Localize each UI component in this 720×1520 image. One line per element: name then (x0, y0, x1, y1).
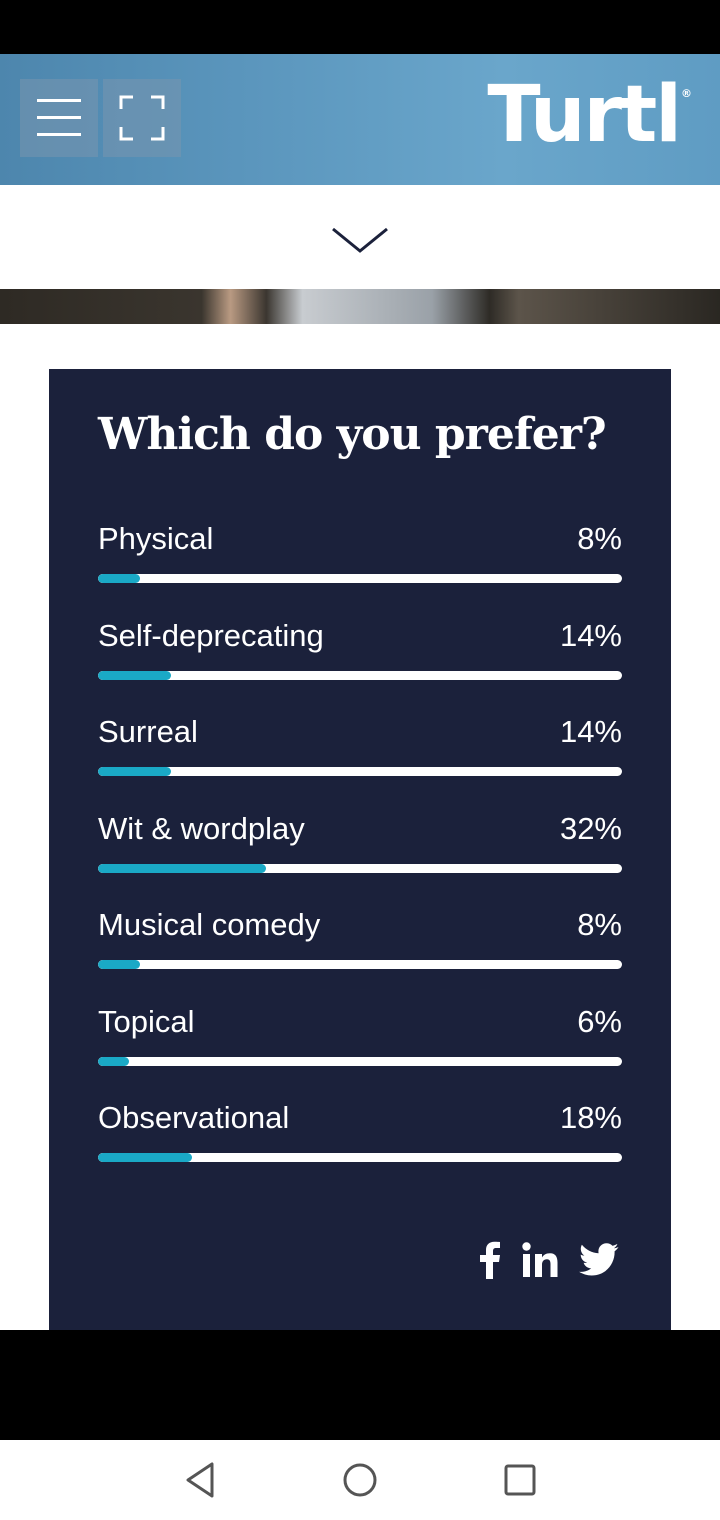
poll-option-bar-fill (98, 1153, 193, 1162)
recents-square-icon[interactable] (500, 1460, 540, 1500)
fullscreen-button[interactable] (103, 79, 181, 157)
poll-title: Which do you prefer? (98, 409, 607, 460)
poll-option[interactable]: Wit & wordplay 32% (98, 811, 622, 881)
poll-option-label: Topical (98, 1003, 195, 1039)
home-circle-icon[interactable] (340, 1460, 380, 1500)
hero-image (0, 289, 720, 324)
poll-option-bar (98, 574, 622, 583)
poll-option-label: Self-deprecating (98, 617, 324, 653)
poll-option-percent: 14% (559, 617, 622, 653)
turtl-logo[interactable]: Turtl ® (487, 76, 692, 154)
hamburger-menu-icon-line (37, 133, 81, 136)
poll-card: Which do you prefer? Physical 8% Self-depr… (49, 369, 671, 1330)
poll-option-label: Physical (98, 521, 214, 556)
back-triangle-icon[interactable] (180, 1460, 220, 1500)
logo-text: Turtl (487, 70, 682, 160)
poll-option-label: Surreal (98, 714, 198, 749)
system-spacer (0, 1330, 720, 1440)
android-nav-bar (0, 1440, 720, 1520)
chevron-down-icon[interactable] (330, 225, 390, 255)
poll-option[interactable]: Observational 18% (98, 1100, 622, 1170)
linkedin-icon[interactable] (521, 1241, 559, 1279)
hamburger-menu-icon-line (37, 116, 81, 119)
poll-option-bar (98, 670, 622, 680)
poll-option-bar-fill (98, 960, 140, 969)
hamburger-menu-icon (37, 99, 81, 102)
poll-option-bar-fill (98, 574, 140, 583)
app-header: Turtl ® (0, 54, 720, 185)
poll-option-bar (98, 863, 622, 873)
poll-option-percent: 8% (577, 907, 622, 942)
poll-option[interactable]: Musical comedy 8% (98, 907, 622, 977)
poll-option[interactable]: Self-deprecating 14% (98, 618, 622, 688)
scroll-down-bar (0, 185, 720, 289)
poll-option-bar (98, 1056, 622, 1066)
poll-option-label: Observational (98, 1100, 290, 1135)
fullscreen-icon (119, 95, 165, 141)
poll-option-bar-fill (98, 1056, 130, 1066)
page-content: Which do you prefer? Physical 8% Self-depr… (0, 324, 720, 1330)
poll-option-bar (98, 767, 622, 776)
facebook-icon[interactable] (479, 1241, 501, 1279)
poll-option[interactable]: Physical 8% (98, 521, 622, 591)
poll-option-bar (98, 960, 622, 969)
share-row (479, 1239, 619, 1281)
status-bar (0, 0, 720, 54)
poll-option-label: Wit & wordplay (98, 810, 305, 846)
poll-option-bar-fill (98, 670, 172, 680)
menu-button[interactable] (20, 79, 98, 157)
poll-option-percent: 6% (577, 1003, 622, 1039)
poll-option-percent: 32% (559, 810, 622, 846)
poll-option-percent: 18% (559, 1100, 622, 1135)
poll-option-bar-fill (98, 863, 266, 873)
poll-option-percent: 14% (559, 714, 622, 749)
registered-mark: ® (681, 87, 692, 100)
poll-option-bar-fill (98, 767, 172, 776)
twitter-icon[interactable] (579, 1243, 619, 1277)
poll-option[interactable]: Surreal 14% (98, 714, 622, 784)
poll-option-label: Musical comedy (98, 907, 321, 942)
poll-option-percent: 8% (577, 521, 622, 556)
poll-option-bar (98, 1153, 622, 1162)
poll-option[interactable]: Topical 6% (98, 1004, 622, 1074)
